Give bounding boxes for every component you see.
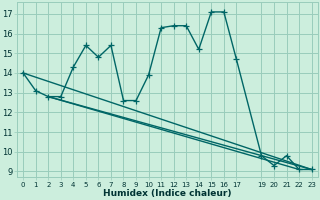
X-axis label: Humidex (Indice chaleur): Humidex (Indice chaleur) [103, 189, 232, 198]
